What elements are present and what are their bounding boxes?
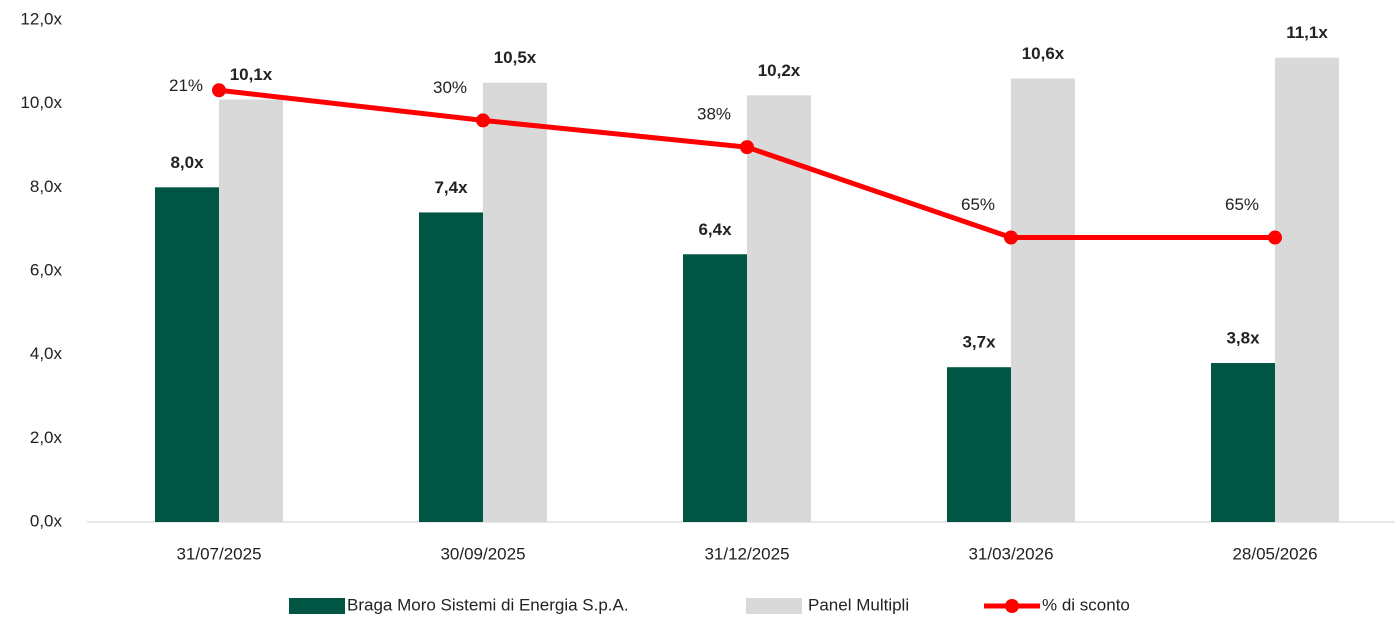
line-label: 38%	[697, 105, 731, 124]
bar	[1275, 57, 1339, 523]
bar	[419, 212, 483, 522]
bar-label: 10,5x	[494, 48, 537, 67]
x-tick-label: 31/07/2025	[176, 544, 261, 563]
line-label: 65%	[1225, 195, 1259, 214]
y-tick-label: 0,0x	[30, 511, 63, 530]
line-label: 30%	[433, 78, 467, 97]
line-point	[1004, 230, 1018, 245]
bar	[483, 82, 547, 522]
y-tick-label: 10,0x	[20, 93, 62, 112]
line-point	[1268, 230, 1282, 245]
x-tick-label: 31/03/2026	[968, 544, 1053, 563]
bar	[683, 254, 747, 522]
bar-label: 10,6x	[1022, 44, 1065, 63]
legend-label: Braga Moro Sistemi di Energia S.p.A.	[347, 595, 629, 614]
x-tick-label: 28/05/2026	[1232, 544, 1317, 563]
y-tick-label: 12,0x	[20, 9, 62, 28]
line-label: 65%	[961, 195, 995, 214]
line-point	[740, 140, 754, 155]
legend-swatch	[746, 598, 802, 614]
x-tick-label: 31/12/2025	[704, 544, 789, 563]
y-tick-label: 8,0x	[30, 177, 63, 196]
line-point	[476, 113, 490, 128]
bar	[1211, 363, 1275, 522]
bar-label: 3,8x	[1226, 329, 1260, 348]
bar-label: 11,1x	[1286, 23, 1328, 42]
legend-swatch	[1005, 599, 1019, 613]
bar-label: 7,4x	[434, 178, 468, 197]
bar	[155, 187, 219, 523]
legend-swatch	[289, 598, 345, 614]
bar	[947, 367, 1011, 522]
bar-label: 6,4x	[698, 220, 732, 239]
bar	[1011, 78, 1075, 523]
y-tick-label: 4,0x	[30, 344, 63, 363]
x-tick-label: 30/09/2025	[440, 544, 525, 563]
line-point	[212, 83, 226, 98]
legend-label: Panel Multipli	[808, 595, 909, 614]
y-tick-label: 2,0x	[30, 428, 63, 447]
legend-label: % di sconto	[1042, 595, 1130, 614]
y-tick-label: 6,0x	[30, 260, 63, 279]
bar-label: 10,2x	[758, 61, 801, 80]
line-label: 21%	[169, 76, 203, 95]
bar-label: 8,0x	[170, 153, 204, 172]
bar-label: 3,7x	[962, 333, 996, 352]
bar-label: 10,1x	[230, 65, 273, 84]
bar	[219, 99, 283, 522]
